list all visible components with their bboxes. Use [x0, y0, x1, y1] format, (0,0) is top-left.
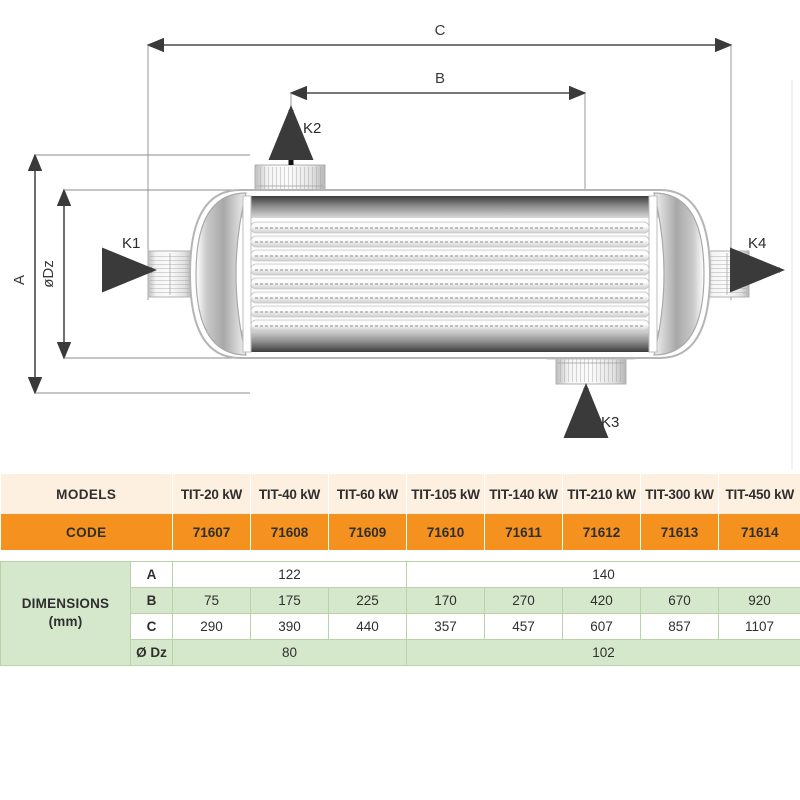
- exchanger-body: [147, 164, 750, 385]
- model-header-cell: TIT-20 kW: [172, 474, 251, 514]
- table-row-models: MODELS TIT-20 kW TIT-40 kW TIT-60 kW TIT…: [0, 474, 800, 514]
- dimension-label-dz: øDz: [40, 260, 57, 288]
- dimension-label-a: A: [11, 275, 28, 285]
- code-cell: 71612: [562, 514, 641, 550]
- dimension-line-a: [27, 153, 250, 395]
- table-row-c: C 290 390 440 357 457 607 857 1107: [1, 612, 800, 640]
- dimension-value: 170: [406, 586, 485, 614]
- head-right: [648, 192, 705, 356]
- dimension-value: 670: [640, 586, 719, 614]
- dimension-key-b: B: [130, 586, 173, 614]
- table-spacer: [0, 550, 800, 561]
- code-cell: 71609: [328, 514, 407, 550]
- dimension-key-c: C: [130, 612, 173, 640]
- dimension-value: 920: [718, 586, 800, 614]
- code-row-label: CODE: [0, 514, 173, 550]
- table-row-a: DIMENSIONS (mm) A 122 140: [0, 560, 800, 666]
- dimension-value: 440: [328, 612, 407, 640]
- models-row-label: MODELS: [0, 474, 173, 514]
- port-label-k3: K3: [601, 414, 619, 431]
- dimension-value: 122: [172, 560, 407, 588]
- code-cell: 71608: [250, 514, 329, 550]
- code-cell: 71611: [484, 514, 563, 550]
- dimension-value: 857: [640, 612, 719, 640]
- dimension-value: 225: [328, 586, 407, 614]
- dimension-value: 420: [562, 586, 641, 614]
- dimension-value: 290: [172, 612, 251, 640]
- port-label-k1: K1: [122, 235, 140, 252]
- dimensions-section-label: DIMENSIONS (mm): [0, 560, 131, 666]
- dimension-label-b: B: [435, 70, 445, 87]
- dimension-value: 75: [172, 586, 251, 614]
- table-row-code: CODE 71607 71608 71609 71610 71611 71612…: [0, 514, 800, 550]
- code-cell: 71614: [718, 514, 800, 550]
- dimension-key-dz: Ø Dz: [130, 638, 173, 666]
- dimension-value: 80: [172, 638, 407, 666]
- dimension-label-c: C: [435, 22, 446, 39]
- model-header-cell: TIT-40 kW: [250, 474, 329, 514]
- nozzle-k1: [147, 250, 193, 298]
- dimensions-title-line2: (mm): [48, 614, 83, 629]
- nozzle-k4: [704, 250, 750, 298]
- dimension-key-a: A: [130, 560, 173, 588]
- dimension-value: 140: [406, 560, 800, 588]
- code-cell: 71613: [640, 514, 719, 550]
- specifications-table: MODELS TIT-20 kW TIT-40 kW TIT-60 kW TIT…: [0, 474, 800, 666]
- dimension-line-dz: [56, 188, 250, 360]
- code-cell: 71610: [406, 514, 485, 550]
- dimension-value: 457: [484, 612, 563, 640]
- model-header-cell: TIT-450 kW: [718, 474, 800, 514]
- code-cell: 71607: [172, 514, 251, 550]
- heat-exchanger-diagram: C B A øDz: [11, 22, 793, 470]
- table-row-dz: Ø Dz 80 102: [1, 638, 800, 666]
- tube-bundle: [250, 221, 650, 332]
- dimension-value: 270: [484, 586, 563, 614]
- model-header-cell: TIT-60 kW: [328, 474, 407, 514]
- dimension-value: 390: [250, 612, 329, 640]
- model-header-cell: TIT-140 kW: [484, 474, 563, 514]
- model-header-cell: TIT-210 kW: [562, 474, 641, 514]
- table-row-b: B 75 175 225 170 270 420 670 920: [1, 586, 800, 614]
- dimensions-title-line1: DIMENSIONS: [21, 595, 110, 611]
- head-left: [195, 192, 252, 356]
- port-label-k4: K4: [748, 235, 766, 252]
- dimension-value: 102: [406, 638, 800, 666]
- dimension-value: 607: [562, 612, 641, 640]
- dimension-value: 357: [406, 612, 485, 640]
- port-label-k2: K2: [303, 120, 321, 137]
- dimension-value: 1107: [718, 612, 800, 640]
- model-header-cell: TIT-105 kW: [406, 474, 485, 514]
- dimension-value: 175: [250, 586, 329, 614]
- model-header-cell: TIT-300 kW: [640, 474, 719, 514]
